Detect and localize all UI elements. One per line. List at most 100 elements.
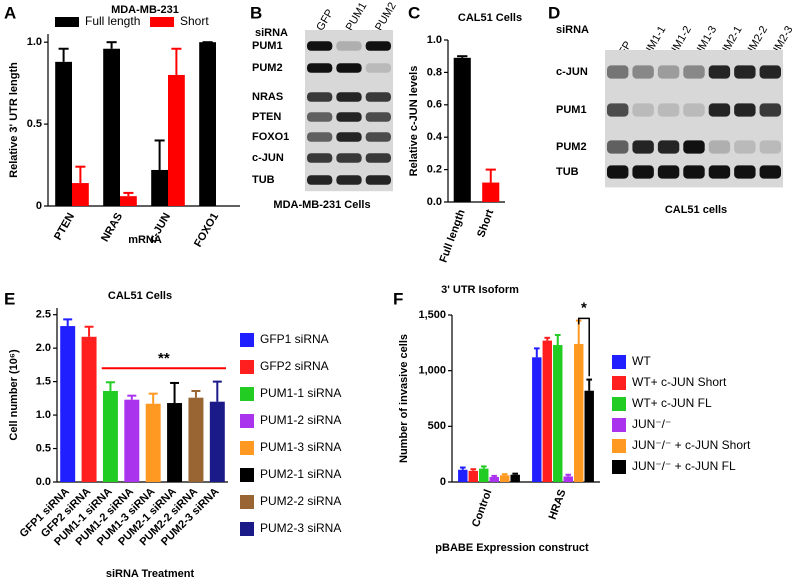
legend-swatch <box>240 360 254 374</box>
blot-band <box>336 112 362 122</box>
row-label: FOXO1 <box>252 131 289 143</box>
blot-band <box>307 175 333 185</box>
legend-label: GFP2 siRNA <box>260 359 329 373</box>
blot-caption: CAL51 cells <box>665 204 727 216</box>
y-tick-label: 1,500 <box>418 309 446 321</box>
blot-band <box>683 103 705 117</box>
blot-band <box>657 165 680 179</box>
blot-band <box>307 132 333 142</box>
blot-band <box>657 103 680 117</box>
legend-swatch <box>612 439 626 453</box>
y-tick-label: 2.0 <box>36 342 51 354</box>
row-label: c-JUN <box>556 66 588 78</box>
bar <box>209 401 225 482</box>
row-label: PUM1 <box>556 104 587 116</box>
row-label: PUM2 <box>252 62 283 74</box>
chart-title: CAL51 Cells <box>458 12 522 24</box>
bar <box>468 470 478 482</box>
bar <box>453 57 471 202</box>
blot-band <box>734 103 756 117</box>
legend-swatch <box>240 495 254 509</box>
blot-band <box>307 153 333 163</box>
blot-band <box>759 140 781 154</box>
y-tick-label: 1.0 <box>427 34 442 46</box>
error-bar <box>480 465 487 469</box>
y-tick-label: 0.6 <box>427 99 442 111</box>
blot-band <box>307 63 333 73</box>
blot-band <box>632 65 654 79</box>
legend-swatch <box>240 441 254 455</box>
blot-band <box>759 65 781 79</box>
blot-band <box>607 165 629 179</box>
row-label: PUM1 <box>252 40 283 52</box>
blot-band <box>336 92 362 102</box>
blot-band <box>632 103 654 117</box>
blot-band <box>365 63 391 73</box>
error-bar <box>554 334 561 346</box>
blot-band <box>336 63 362 73</box>
legend-swatch <box>612 355 626 369</box>
error-bar <box>84 325 94 337</box>
blot-band <box>683 165 705 179</box>
legend-swatch <box>240 414 254 428</box>
y-tick-label: 0.0 <box>36 476 51 488</box>
row-label: TUB <box>252 174 275 186</box>
panel-letter: C <box>408 3 420 22</box>
legend-swatch <box>240 522 254 536</box>
y-tick-label: 0.4 <box>427 131 443 143</box>
blot-band <box>657 65 680 79</box>
error-bar <box>171 47 182 75</box>
y-tick-label: 0.5 <box>36 442 51 454</box>
legend-label: JUN⁻/⁻ <box>632 417 671 431</box>
x-tick-label: Short <box>475 208 496 239</box>
sirna-label: siRNA <box>556 24 589 36</box>
panel-letter: D <box>548 3 560 22</box>
error-bar <box>512 472 519 475</box>
error-bar <box>544 336 551 341</box>
y-tick-label: 2.5 <box>36 309 51 321</box>
significance-bracket <box>577 317 590 377</box>
panel-letter: A <box>4 3 16 22</box>
bar <box>168 74 185 206</box>
bar <box>482 182 500 202</box>
bar <box>151 169 168 206</box>
legend-label: PUM1-2 siRNA <box>260 413 341 427</box>
row-label: PUM2 <box>556 141 587 153</box>
blot-band <box>759 103 781 117</box>
sirna-label: siRNA <box>255 27 288 39</box>
bar <box>510 474 520 482</box>
bar <box>145 403 161 482</box>
y-axis-label: Relative 3' UTR length <box>8 62 20 178</box>
error-bar <box>191 389 201 398</box>
bar <box>120 196 137 206</box>
blot-band <box>708 165 731 179</box>
blot-band <box>607 65 629 79</box>
y-tick-label: 0.2 <box>427 164 442 176</box>
legend-label: PUM2-1 siRNA <box>260 467 341 481</box>
legend-swatch <box>55 17 79 27</box>
legend-swatch <box>612 376 626 390</box>
legend-swatch <box>612 460 626 474</box>
x-tick-label: c-JUN <box>147 211 173 245</box>
error-bar <box>470 468 477 471</box>
error-bar <box>58 47 69 62</box>
blot-band <box>607 103 629 117</box>
bar <box>188 397 204 482</box>
bar <box>167 403 183 482</box>
blot-band <box>365 153 391 163</box>
blot-band <box>708 140 731 154</box>
legend-label: PUM2-2 siRNA <box>260 494 341 508</box>
x-axis-label: siRNA Treatment <box>106 568 195 580</box>
legend-label: PUM2-3 siRNA <box>260 521 341 535</box>
y-tick-label: 0.8 <box>427 66 442 78</box>
error-bar <box>491 474 498 477</box>
bar <box>532 357 542 482</box>
y-tick-label: 0 <box>440 476 446 488</box>
error-bar <box>533 347 540 358</box>
blot-band <box>683 65 705 79</box>
blot-band <box>365 112 391 122</box>
bar <box>103 48 120 206</box>
legend-swatch <box>240 468 254 482</box>
blot-band <box>336 41 362 51</box>
